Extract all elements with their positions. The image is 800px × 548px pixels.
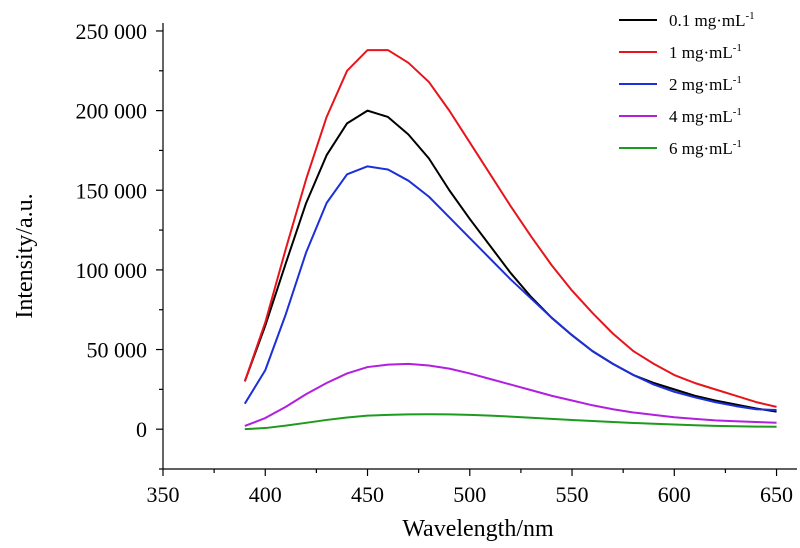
y-tick-label: 200 000 xyxy=(76,99,148,124)
y-axis-title: Intensity/a.u. xyxy=(12,193,38,318)
x-tick-label: 400 xyxy=(249,482,282,507)
series-line-4 xyxy=(244,362,777,427)
legend: 0.1 mg·mL-1 1 mg·mL-1 2 mg·mL-1 4 mg·mL-1 6 … xyxy=(619,10,755,158)
x-tick-label: 600 xyxy=(658,482,691,507)
x-tick-label: 450 xyxy=(351,482,384,507)
legend-label-2: 1 mg·mL-1 xyxy=(669,42,742,62)
legend-label-5: 6 mg·mL-1 xyxy=(669,138,742,158)
y-tick-label: 50 000 xyxy=(87,338,148,363)
series-line-3 xyxy=(243,165,777,412)
axes: 350 400 450 500 550 600 650 0 50 000 100 000 150 0… xyxy=(76,19,797,507)
y-tick-label: 100 000 xyxy=(76,258,148,283)
series-group xyxy=(243,49,777,431)
series-line-2 xyxy=(243,49,777,408)
y-tick-label: 150 000 xyxy=(76,178,148,203)
x-tick-label: 650 xyxy=(760,482,793,507)
legend-label-3: 2 mg·mL-1 xyxy=(669,74,742,94)
legend-label-4: 4 mg·mL-1 xyxy=(669,106,742,126)
y-tick-label: 0 xyxy=(136,417,147,442)
x-tick-label: 550 xyxy=(556,482,589,507)
series-line-5 xyxy=(244,413,777,431)
x-axis-title: Wavelength/nm xyxy=(402,516,554,542)
x-tick-label: 500 xyxy=(453,482,486,507)
legend-label-1: 0.1 mg·mL-1 xyxy=(669,10,755,30)
y-tick-label: 250 000 xyxy=(76,19,148,44)
x-tick-label: 350 xyxy=(147,482,180,507)
series-line-1 xyxy=(243,109,777,413)
